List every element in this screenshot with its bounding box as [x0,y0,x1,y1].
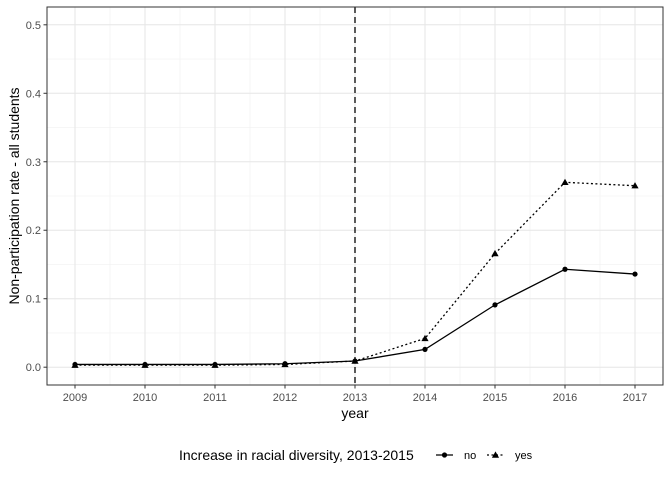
y-tick-label: 0.4 [26,88,41,100]
x-tick-label: 2014 [413,392,437,404]
x-tick-label: 2016 [553,392,577,404]
legend: Increase in racial diversity, 2013-2015 … [179,447,533,463]
data-point-no [492,302,498,308]
data-point-no [632,271,638,277]
y-axis: 0.0 0.1 0.2 0.3 0.4 0.5 [26,20,47,374]
legend-items: no yes [436,450,533,462]
legend-key-marker-yes [491,451,500,458]
series-layer [71,178,639,368]
legend-key-marker-no [441,452,448,458]
y-axis-title: Non-participation rate - all students [6,87,22,304]
data-point-yes [351,357,359,364]
legend-label-no: no [464,450,476,462]
y-tick-label: 0.1 [26,294,41,306]
x-tick-label: 2010 [133,392,157,404]
data-point-yes [491,249,499,257]
x-axis: 2009 2010 2011 2012 2013 2014 2015 2016 2017 [63,385,647,404]
x-tick-label: 2011 [203,392,227,404]
legend-label-yes: yes [515,450,533,462]
data-point-yes [421,334,429,342]
x-tick-label: 2012 [273,392,297,404]
data-point-yes [631,182,639,189]
x-axis-title: year [341,405,369,421]
y-tick-label: 0.0 [26,362,41,374]
legend-title: Increase in racial diversity, 2013-2015 [179,447,414,463]
x-tick-label: 2009 [63,392,87,404]
y-tick-label: 0.5 [26,20,41,32]
x-tick-label: 2017 [623,392,647,404]
data-point-no [422,346,428,352]
data-point-yes [281,360,289,368]
y-tick-label: 0.2 [26,225,41,237]
legend-item-no: no [436,450,476,462]
x-tick-label: 2013 [343,392,367,404]
x-tick-label: 2015 [483,392,507,404]
data-point-yes [211,361,219,368]
data-point-yes [141,361,149,368]
legend-item-yes: yes [487,450,533,462]
data-point-no [562,266,568,272]
data-point-yes [561,178,569,186]
y-tick-label: 0.3 [26,157,41,169]
series-yes [71,178,639,368]
data-point-yes [71,361,79,368]
